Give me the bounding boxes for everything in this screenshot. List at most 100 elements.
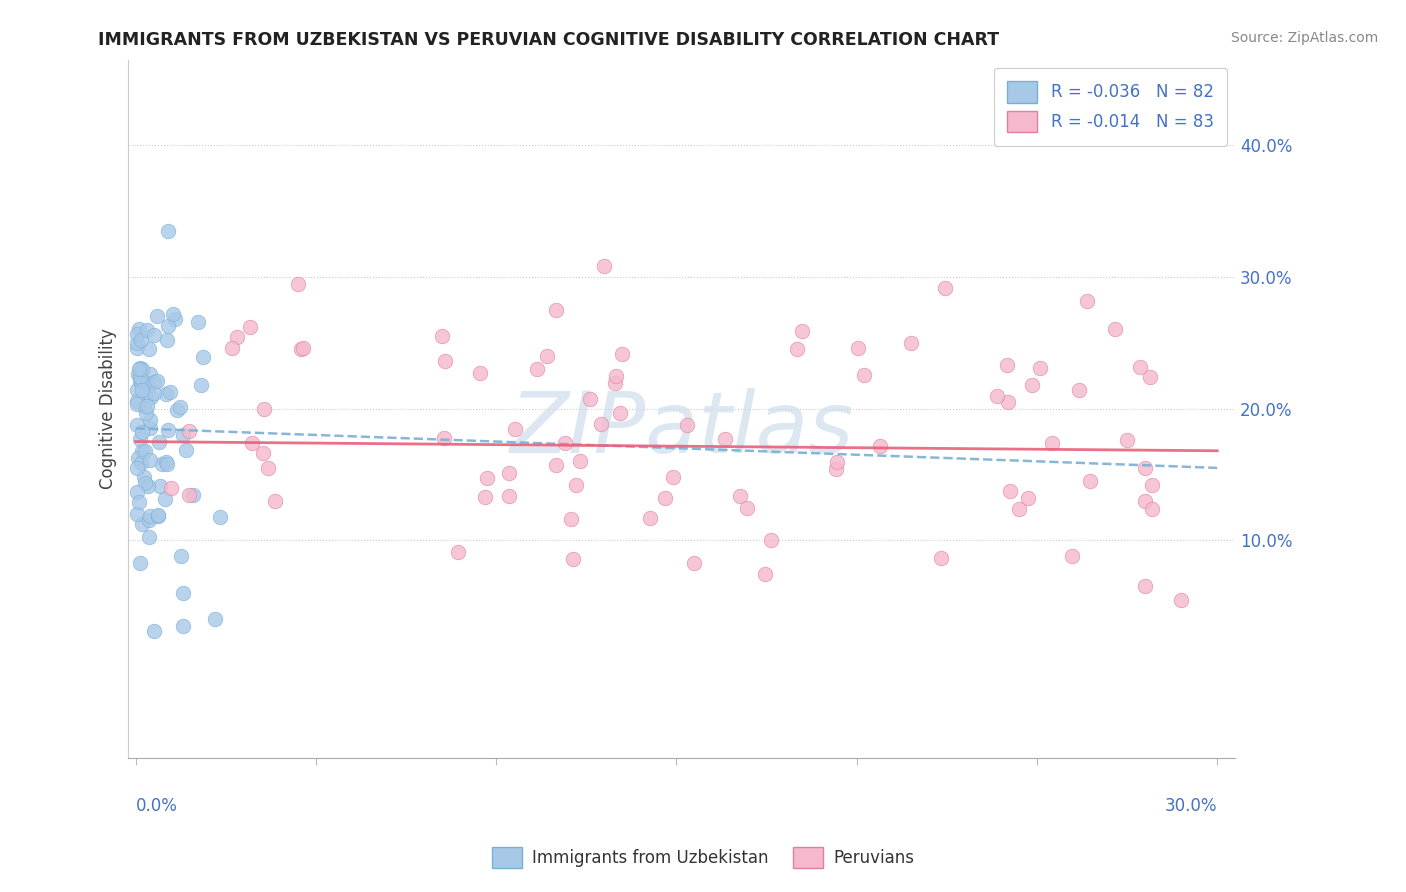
Point bbox=[291, 342, 314, 356]
Point bbox=[148, 434, 170, 449]
Point bbox=[166, 403, 188, 417]
Point bbox=[125, 326, 148, 341]
Point bbox=[146, 310, 169, 324]
Point bbox=[139, 367, 162, 381]
Point bbox=[1133, 461, 1156, 475]
Point bbox=[131, 444, 153, 458]
Text: 0.0%: 0.0% bbox=[136, 797, 177, 814]
Point bbox=[264, 494, 287, 508]
Point bbox=[172, 586, 194, 600]
Point bbox=[591, 417, 613, 431]
Point bbox=[554, 435, 576, 450]
Point bbox=[129, 374, 152, 388]
Point bbox=[579, 392, 602, 407]
Point bbox=[159, 481, 181, 495]
Point bbox=[561, 552, 583, 566]
Point bbox=[139, 413, 162, 427]
Legend: Immigrants from Uzbekistan, Peruvians: Immigrants from Uzbekistan, Peruvians bbox=[485, 840, 921, 875]
Point bbox=[253, 402, 276, 417]
Point bbox=[165, 312, 187, 326]
Point bbox=[662, 469, 685, 483]
Point bbox=[1042, 436, 1064, 450]
Text: ZIPatlas: ZIPatlas bbox=[510, 388, 853, 471]
Point bbox=[128, 322, 150, 336]
Point bbox=[605, 368, 627, 383]
Point bbox=[290, 342, 312, 356]
Point bbox=[156, 334, 179, 348]
Point bbox=[193, 351, 215, 365]
Point bbox=[1129, 360, 1152, 375]
Point bbox=[125, 484, 148, 499]
Point bbox=[786, 342, 808, 356]
Point bbox=[986, 389, 1008, 403]
Point bbox=[138, 513, 160, 527]
Text: 30.0%: 30.0% bbox=[1164, 797, 1218, 814]
Point bbox=[759, 533, 782, 548]
Point bbox=[138, 530, 160, 544]
Point bbox=[1116, 434, 1139, 448]
Point bbox=[128, 495, 150, 509]
Point bbox=[187, 315, 209, 329]
Point bbox=[995, 358, 1018, 372]
Point bbox=[172, 427, 194, 442]
Point bbox=[139, 453, 162, 467]
Point bbox=[934, 281, 956, 295]
Point bbox=[503, 422, 526, 436]
Point bbox=[546, 303, 568, 318]
Point bbox=[1080, 475, 1102, 489]
Point bbox=[544, 458, 567, 472]
Point bbox=[155, 387, 177, 401]
Point bbox=[128, 360, 150, 375]
Legend: R = -0.036   N = 82, R = -0.014   N = 83: R = -0.036 N = 82, R = -0.014 N = 83 bbox=[994, 68, 1227, 145]
Point bbox=[150, 457, 173, 471]
Point bbox=[593, 260, 616, 274]
Point bbox=[848, 341, 870, 355]
Point bbox=[129, 556, 152, 570]
Point bbox=[138, 342, 160, 356]
Point bbox=[498, 490, 520, 504]
Point bbox=[157, 319, 180, 334]
Point bbox=[156, 457, 179, 471]
Point bbox=[825, 462, 848, 476]
Point bbox=[240, 435, 263, 450]
Point bbox=[190, 378, 212, 392]
Point bbox=[131, 383, 153, 397]
Point bbox=[474, 491, 496, 505]
Point bbox=[434, 353, 457, 368]
Point bbox=[148, 508, 170, 523]
Point bbox=[155, 455, 177, 469]
Point bbox=[136, 323, 159, 337]
Point bbox=[135, 407, 157, 421]
Point bbox=[128, 369, 150, 384]
Point bbox=[153, 491, 176, 506]
Point bbox=[146, 374, 169, 388]
Point bbox=[136, 478, 159, 492]
Point bbox=[1170, 592, 1192, 607]
Point bbox=[560, 512, 582, 526]
Point bbox=[900, 335, 922, 350]
Point bbox=[127, 450, 149, 465]
Point bbox=[139, 421, 162, 435]
Point bbox=[536, 349, 558, 363]
Point bbox=[149, 479, 172, 493]
Point bbox=[526, 361, 548, 376]
Point bbox=[683, 556, 706, 570]
Point bbox=[170, 549, 193, 563]
Point bbox=[226, 330, 249, 344]
Point bbox=[1007, 502, 1029, 516]
Point bbox=[131, 516, 153, 531]
Point bbox=[146, 508, 169, 523]
Point bbox=[143, 386, 166, 401]
Point bbox=[1142, 502, 1164, 516]
Point bbox=[239, 319, 262, 334]
Point bbox=[157, 224, 180, 238]
Point bbox=[159, 385, 181, 400]
Point bbox=[139, 390, 162, 404]
Point bbox=[131, 425, 153, 439]
Point bbox=[177, 425, 200, 439]
Point bbox=[638, 510, 661, 524]
Text: Source: ZipAtlas.com: Source: ZipAtlas.com bbox=[1230, 31, 1378, 45]
Point bbox=[676, 417, 699, 432]
Point bbox=[754, 567, 776, 582]
Point bbox=[125, 397, 148, 411]
